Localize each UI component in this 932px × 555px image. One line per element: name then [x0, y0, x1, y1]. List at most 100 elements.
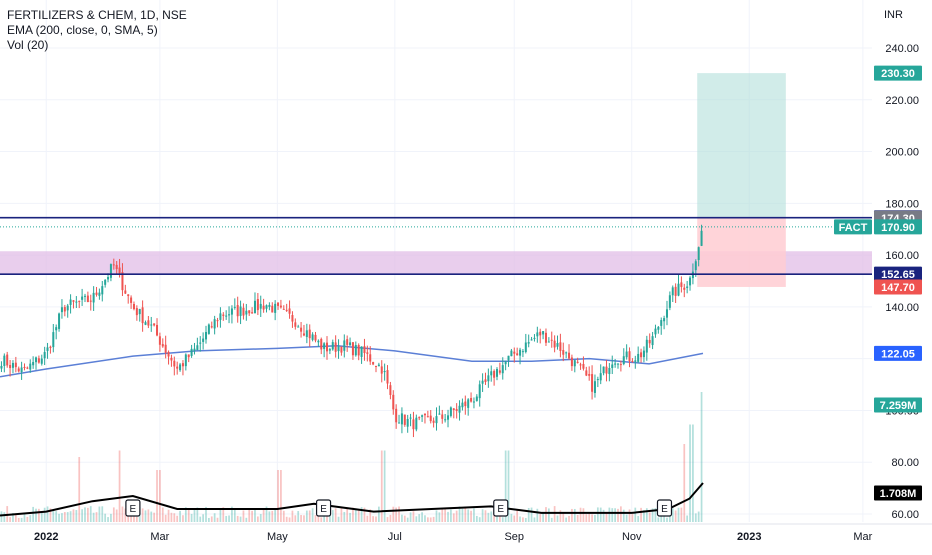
- candle-body: [132, 303, 135, 310]
- candle-body: [498, 370, 501, 373]
- candle-body: [441, 414, 444, 419]
- candle-body: [150, 324, 153, 326]
- candle-body: [602, 366, 605, 374]
- earnings-marker[interactable]: E: [315, 499, 332, 517]
- time-tick-label: Sep: [504, 531, 524, 543]
- candle-body: [141, 307, 144, 324]
- price-label-text: 230.30: [881, 68, 915, 80]
- volume-bar: [265, 506, 268, 522]
- volume-bar: [418, 514, 421, 522]
- volume-bar: [571, 508, 573, 522]
- volume-bar: [170, 512, 173, 522]
- candle-body: [9, 364, 12, 369]
- price-label-text: 147.70: [881, 282, 915, 294]
- volume-bar: [648, 512, 651, 522]
- volume-bar: [435, 510, 438, 522]
- volume-bar: [680, 507, 683, 522]
- volume-label-text: 7.259M: [880, 400, 917, 412]
- candle-body: [346, 339, 349, 345]
- candle-body: [657, 326, 660, 330]
- legend-volume[interactable]: Vol (20): [7, 38, 49, 52]
- candle-body: [311, 334, 314, 340]
- price-axis[interactable]: 240.00220.00200.00180.00160.00140.00100.…: [885, 43, 919, 521]
- candle-body: [611, 364, 614, 369]
- volume-bar: [363, 507, 366, 522]
- volume-bar: [156, 470, 158, 522]
- candle-body: [418, 417, 421, 419]
- earnings-box: [493, 499, 509, 517]
- candle-body: [435, 416, 438, 424]
- volume-bar: [248, 508, 251, 522]
- legend: FERTILIZERS & CHEM, 1D, NSE EMA (200, cl…: [7, 8, 187, 53]
- position-tool[interactable]: [697, 73, 786, 287]
- candle-body: [426, 416, 429, 418]
- candle-body: [302, 333, 305, 336]
- volume-bar: [588, 512, 591, 522]
- ema-line: [0, 344, 704, 378]
- candle-body: [455, 409, 458, 411]
- time-tick-label: Nov: [622, 531, 642, 543]
- candle-body: [98, 292, 101, 296]
- candle-body: [83, 295, 87, 297]
- earnings-marker[interactable]: E: [656, 499, 673, 517]
- candle-body: [467, 399, 470, 408]
- volume-bar: [519, 516, 521, 522]
- volume-bar: [481, 509, 484, 522]
- price-label-bg: [874, 219, 922, 235]
- candle-body: [481, 380, 484, 384]
- volume-bar: [242, 510, 245, 522]
- candle-body: [697, 247, 700, 261]
- candle-body: [179, 364, 182, 371]
- legend-ema[interactable]: EMA (200, close, 0, SMA, 5): [7, 23, 158, 37]
- candle-body: [487, 375, 490, 382]
- volume-bar: [115, 509, 118, 522]
- volume-bar: [228, 515, 230, 522]
- volume-bar: [225, 515, 228, 522]
- candle-body: [161, 344, 164, 347]
- candle-body: [63, 307, 66, 312]
- volume-bar: [84, 507, 86, 522]
- horizontal-lines[interactable]: [0, 216, 872, 275]
- target-zone: [697, 73, 786, 219]
- volume-bar: [343, 511, 346, 522]
- volume-bar: [98, 506, 101, 522]
- legend-symbol[interactable]: FERTILIZERS & CHEM, 1D, NSE: [7, 8, 187, 22]
- volume-bar: [401, 514, 403, 522]
- candle-body: [510, 350, 513, 357]
- volume-bar: [190, 513, 193, 522]
- candle-body: [403, 414, 406, 425]
- volume-bar: [461, 508, 464, 522]
- volume-bar: [354, 508, 357, 522]
- candle-body: [542, 331, 545, 335]
- volume-bar: [124, 508, 127, 522]
- candle-body: [559, 342, 562, 351]
- time-axis[interactable]: 2022 Mar May Jul Sep Nov 2023 Mar: [0, 523, 932, 543]
- volume-bar: [75, 510, 78, 522]
- candle-body: [115, 264, 118, 270]
- earnings-marker[interactable]: E: [125, 499, 141, 517]
- volume-bar: [594, 514, 596, 522]
- volume-bar: [38, 508, 40, 522]
- earnings-marker[interactable]: E: [493, 499, 509, 517]
- volume-bar: [556, 515, 559, 522]
- candle-body: [233, 306, 236, 308]
- volume-bar: [311, 508, 314, 522]
- price-tick-label: 160.00: [885, 250, 919, 262]
- volume-bar: [677, 507, 680, 522]
- candle-body: [60, 307, 63, 313]
- candle-body: [127, 294, 130, 297]
- candle-body: [184, 354, 187, 367]
- candle-body: [452, 408, 455, 410]
- candle-body: [251, 312, 254, 314]
- volume-bar: [383, 450, 386, 522]
- volume-bar: [32, 506, 34, 522]
- candle-body: [596, 379, 599, 381]
- volume-bar: [478, 517, 481, 522]
- candle-body: [46, 347, 49, 351]
- volume-bar: [208, 517, 210, 522]
- candle-body: [490, 371, 493, 376]
- candle-body: [173, 360, 176, 367]
